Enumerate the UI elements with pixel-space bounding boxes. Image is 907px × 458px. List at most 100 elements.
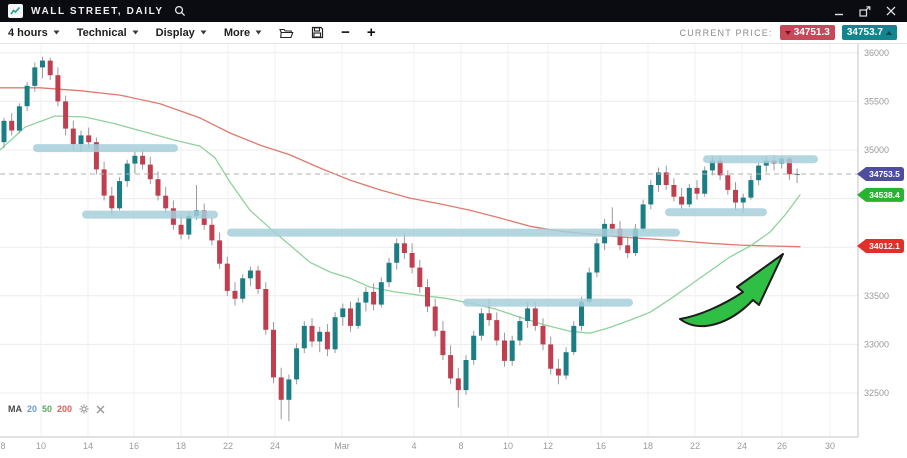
timeframe-dropdown[interactable]: 4 hours — [8, 27, 60, 39]
display-dropdown[interactable]: Display — [156, 27, 207, 39]
chevron-down-icon — [255, 30, 262, 35]
candle-up — [124, 163, 130, 182]
more-dropdown[interactable]: More — [224, 27, 262, 39]
ma-indicator-legend: MA 20 50 200 — [8, 404, 105, 414]
chevron-down-icon — [132, 30, 139, 35]
candle-up — [32, 67, 38, 86]
ma-period-20: 20 — [27, 404, 38, 414]
popout-button[interactable] — [857, 3, 873, 19]
candle-down — [486, 313, 492, 321]
candle-down — [348, 308, 353, 326]
candle-down — [540, 325, 546, 345]
candle-up — [340, 308, 346, 318]
candle-down — [278, 377, 284, 400]
x-axis-label: 18 — [643, 441, 653, 451]
candle-down — [101, 169, 107, 196]
x-axis-label: 10 — [503, 441, 513, 451]
technical-dropdown[interactable]: Technical — [77, 27, 139, 39]
buy-price-value: 34753.7 — [846, 27, 883, 38]
price-up-arrow-icon — [886, 30, 892, 35]
candle-up — [16, 106, 22, 131]
candle-down — [47, 60, 53, 76]
x-axis-label: 8 — [458, 441, 463, 451]
candle-up — [286, 379, 292, 400]
save-button[interactable] — [311, 26, 324, 39]
candle-up — [594, 243, 600, 273]
zoom-out-button[interactable]: − — [341, 23, 350, 41]
candle-up — [78, 135, 84, 145]
candle-up — [471, 335, 477, 360]
chart-app-icon — [8, 4, 23, 18]
candle-down — [694, 187, 700, 194]
x-axis-label: 10 — [36, 441, 46, 451]
candle-down — [70, 128, 76, 145]
candle-up — [709, 160, 715, 171]
price-down-arrow-icon — [784, 30, 791, 35]
price-axis-badge — [857, 239, 904, 253]
candle-down — [671, 185, 677, 197]
candle-down — [86, 135, 92, 143]
up-trend-arrow-annotation — [679, 253, 784, 328]
price-axis-badge-value: 34538.4 — [869, 190, 900, 200]
ma-remove-icon[interactable] — [96, 405, 105, 414]
chart-area: 3600035500350003450034000335003300032500… — [0, 44, 907, 458]
candle-up — [294, 348, 300, 380]
save-floppy-icon — [311, 26, 324, 39]
search-icon[interactable] — [172, 3, 188, 19]
candle-up — [332, 317, 338, 350]
y-axis-label: 33500 — [864, 291, 889, 301]
candle-down — [324, 331, 330, 350]
ma-period-50: 50 — [42, 404, 53, 414]
candle-down — [532, 308, 538, 326]
candle-up — [686, 187, 692, 205]
candle-up — [40, 60, 45, 68]
sell-price-badge[interactable]: 34751.3 — [779, 25, 835, 40]
candle-down — [617, 228, 623, 246]
candle-down — [9, 120, 15, 131]
price-axis-badge — [857, 167, 904, 181]
candle-down — [663, 172, 669, 185]
candle-down — [309, 325, 315, 342]
ma-200-line — [0, 87, 801, 248]
candle-down — [147, 164, 153, 180]
candle-down — [255, 270, 261, 289]
x-axis-label: 24 — [270, 441, 280, 451]
candle-down — [371, 291, 377, 305]
candle-down — [548, 344, 554, 369]
candle-down — [440, 330, 446, 356]
candle-down — [409, 253, 415, 268]
candle-up — [740, 197, 746, 203]
candle-up — [586, 272, 592, 302]
ma-legend-label: MA — [8, 404, 22, 414]
candle-up — [656, 172, 661, 185]
candle-down — [609, 223, 615, 229]
buy-price-badge[interactable]: 34753.7 — [841, 25, 897, 40]
candle-up — [363, 291, 369, 303]
candle-up — [525, 308, 531, 321]
minimize-button[interactable] — [831, 3, 847, 19]
candle-down — [109, 195, 115, 209]
support-resistance-zone — [703, 155, 818, 164]
candle-down — [679, 196, 685, 205]
candle-up — [386, 262, 392, 283]
zoom-in-button[interactable]: + — [366, 23, 376, 41]
y-axis-label: 35500 — [864, 96, 889, 106]
candle-up — [648, 185, 654, 205]
price-chart[interactable]: 3600035500350003450034000335003300032500… — [0, 44, 907, 458]
x-axis-label: 18 — [176, 441, 186, 451]
candle-up — [517, 321, 523, 341]
current-price-label: CURRENT PRICE: — [679, 27, 773, 38]
candle-down — [432, 306, 438, 331]
x-axis-label: 26 — [777, 441, 787, 451]
candle-down — [494, 320, 500, 341]
open-folder-button[interactable] — [279, 27, 294, 39]
candle-up — [478, 313, 484, 336]
close-button[interactable] — [883, 3, 899, 19]
y-axis-label: 33000 — [864, 339, 889, 349]
x-axis-label: 30 — [825, 441, 835, 451]
ma-settings-gear-icon[interactable] — [79, 404, 89, 414]
candle-up — [186, 216, 192, 235]
candle-down — [140, 155, 146, 165]
candle-up — [463, 360, 469, 391]
